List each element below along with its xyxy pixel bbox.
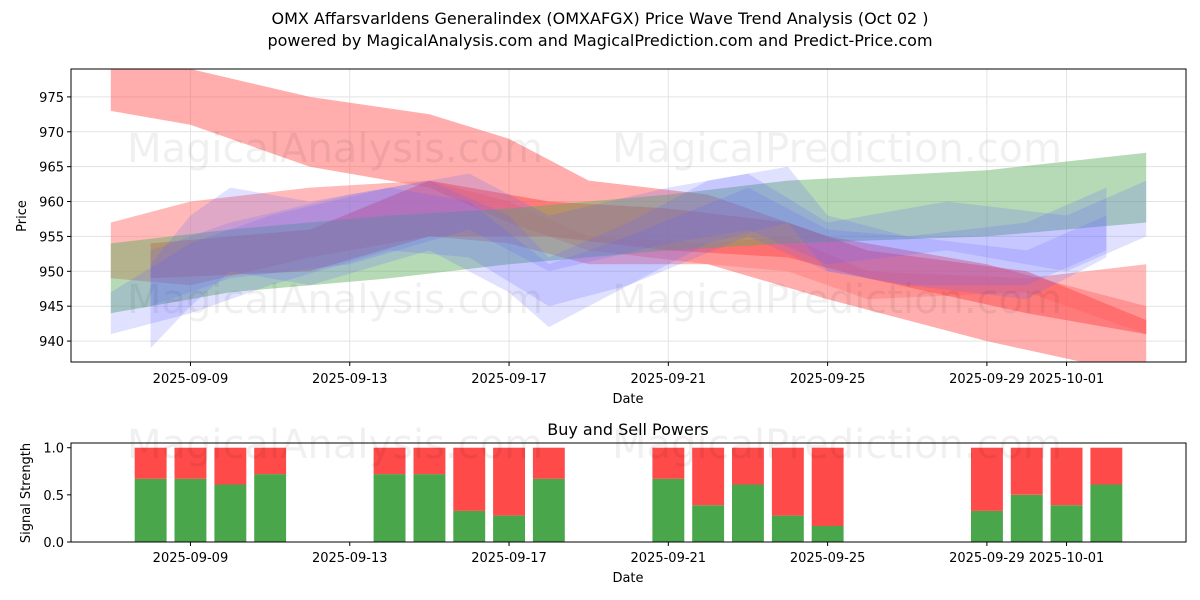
watermark-analysis-mid: MagicalAnalysis.com: [127, 277, 543, 323]
buy-bar: [453, 510, 486, 542]
signal-y-ticks: 0.0 0.5 1.0: [43, 442, 71, 551]
price-x-tick-label: 2025-09-17: [471, 372, 547, 387]
price-y-tick-label: 945: [39, 300, 64, 315]
sell-bar: [652, 447, 685, 479]
sell-bar: [771, 447, 804, 516]
price-x-label: Date: [612, 392, 643, 407]
buy-bar: [692, 505, 725, 542]
signal-x-label: Date: [612, 571, 643, 586]
signal-axes-frame: [70, 442, 1187, 543]
signal-x-tick-label: 2025-09-21: [631, 551, 707, 566]
chart-title: OMX Affarsvarldens Generalindex (OMXAFGX…: [271, 9, 929, 28]
buy-bar: [214, 484, 247, 542]
sell-bar: [1090, 447, 1123, 485]
signal-y-label: Signal Strength: [19, 443, 34, 543]
signal-x-tick-label: 2025-09-17: [471, 551, 547, 566]
buy-bar: [652, 478, 685, 542]
buy-bar: [732, 484, 764, 542]
buy-bar: [174, 478, 207, 542]
price-y-tick-label: 970: [39, 126, 64, 141]
price-x-ticks: 2025-09-09 2025-09-13 2025-09-17 2025-09-21…: [153, 362, 1105, 387]
sell-bar: [971, 447, 1003, 511]
sell-bar: [493, 447, 525, 516]
signal-y-tick-label: 0.0: [43, 536, 64, 551]
price-x-tick-label: 2025-09-09: [153, 372, 229, 387]
sell-bar: [1010, 447, 1043, 495]
price-y-tick-label: 960: [39, 196, 64, 211]
sell-bar: [373, 447, 406, 475]
price-band-5: [110, 187, 1107, 335]
signal-x-tick-label: 2025-09-25: [790, 551, 866, 566]
price-band-6: [150, 173, 1147, 307]
sell-bar: [811, 447, 844, 526]
buy-bar: [254, 474, 287, 542]
price-x-tick-label: 2025-09-25: [790, 372, 866, 387]
watermark-prediction-top: MagicalPrediction.com: [612, 126, 1062, 172]
sell-bar: [453, 447, 486, 511]
buy-bar: [373, 474, 406, 542]
signal-x-tick-label: 2025-09-29: [949, 551, 1025, 566]
price-x-tick-label: 2025-10-01: [1029, 372, 1105, 387]
chart-subtitle: powered by MagicalAnalysis.com and Magic…: [267, 31, 933, 50]
signal-y-tick-label: 0.5: [43, 489, 64, 504]
signal-x-tick-label: 2025-09-13: [312, 551, 388, 566]
sell-bar: [732, 447, 764, 485]
price-y-tick-label: 975: [39, 91, 64, 106]
price-y-tick-label: 940: [39, 335, 64, 350]
buy-bar: [1010, 494, 1043, 542]
price-y-tick-label: 965: [39, 161, 64, 176]
price-y-label: Price: [15, 200, 30, 232]
buy-bar: [134, 478, 167, 542]
price-x-tick-label: 2025-09-29: [949, 372, 1025, 387]
signal-chart-title: Buy and Sell Powers: [547, 420, 709, 439]
watermark-analysis-bottom: MagicalAnalysis.com: [127, 422, 543, 468]
signal-x-ticks: 2025-09-09 2025-09-13 2025-09-17 2025-09-21…: [153, 542, 1105, 566]
signal-chart: Buy and Sell Powers MagicalAnalysis.com …: [19, 420, 1187, 586]
buy-bar: [771, 515, 804, 542]
price-bands: [110, 69, 1147, 362]
price-axes-frame: [70, 68, 1187, 363]
signal-x-tick-label: 2025-09-09: [153, 551, 229, 566]
watermark-analysis-top: MagicalAnalysis.com: [127, 126, 543, 172]
price-x-tick-label: 2025-09-21: [631, 372, 707, 387]
sell-bar: [134, 447, 167, 479]
sell-bar: [214, 447, 247, 485]
price-band-4: [150, 166, 1107, 348]
price-band-2: [150, 180, 1147, 335]
buy-bar: [971, 510, 1003, 542]
price-y-tick-label: 955: [39, 230, 64, 245]
sell-bar: [1050, 447, 1083, 506]
buy-bar: [413, 474, 446, 542]
signal-y-tick-label: 1.0: [43, 442, 64, 457]
price-x-tick-label: 2025-09-13: [312, 372, 388, 387]
buy-bar: [532, 478, 565, 542]
watermark-prediction-mid: MagicalPrediction.com: [612, 277, 1062, 323]
price-band-3: [110, 152, 1147, 314]
price-chart: MagicalAnalysis.com MagicalPrediction.co…: [15, 68, 1187, 407]
buy-bar: [493, 515, 525, 542]
sell-bar: [692, 447, 725, 506]
signal-bars: [134, 447, 1123, 542]
sell-bar: [254, 447, 287, 475]
price-y-ticks: 940 945 950 955 960 965 970 975: [39, 91, 71, 350]
buy-bar: [1090, 484, 1123, 542]
sell-bar: [174, 447, 207, 479]
buy-bar: [1050, 505, 1083, 542]
sell-bar: [413, 447, 446, 475]
sell-bar: [532, 447, 565, 479]
price-y-tick-label: 950: [39, 265, 64, 280]
buy-bar: [811, 526, 844, 542]
signal-x-tick-label: 2025-10-01: [1029, 551, 1105, 566]
watermark-prediction-bottom: MagicalPrediction.com: [612, 422, 1062, 468]
